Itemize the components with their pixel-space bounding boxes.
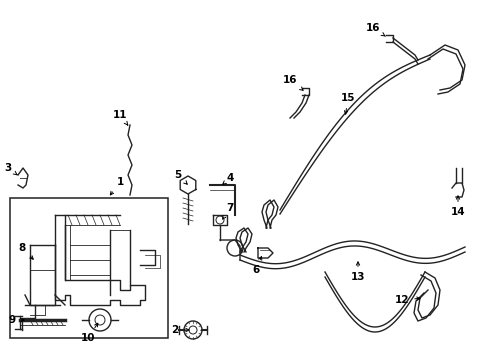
Text: 9: 9 (8, 315, 24, 325)
Text: 3: 3 (4, 163, 17, 175)
Text: 10: 10 (81, 323, 98, 343)
Text: 6: 6 (252, 257, 262, 275)
Text: 2: 2 (172, 325, 189, 335)
Text: 7: 7 (222, 203, 234, 219)
Text: 8: 8 (19, 243, 33, 259)
Text: 12: 12 (395, 295, 420, 305)
Text: 16: 16 (283, 75, 303, 90)
Text: 5: 5 (174, 170, 187, 184)
Text: 16: 16 (366, 23, 385, 36)
Text: 14: 14 (451, 196, 465, 217)
Text: 15: 15 (341, 93, 355, 114)
Text: 1: 1 (110, 177, 123, 195)
Bar (10, 198, 168, 338)
Text: 4: 4 (223, 173, 234, 184)
Text: 13: 13 (351, 262, 365, 282)
Text: 11: 11 (113, 110, 128, 125)
